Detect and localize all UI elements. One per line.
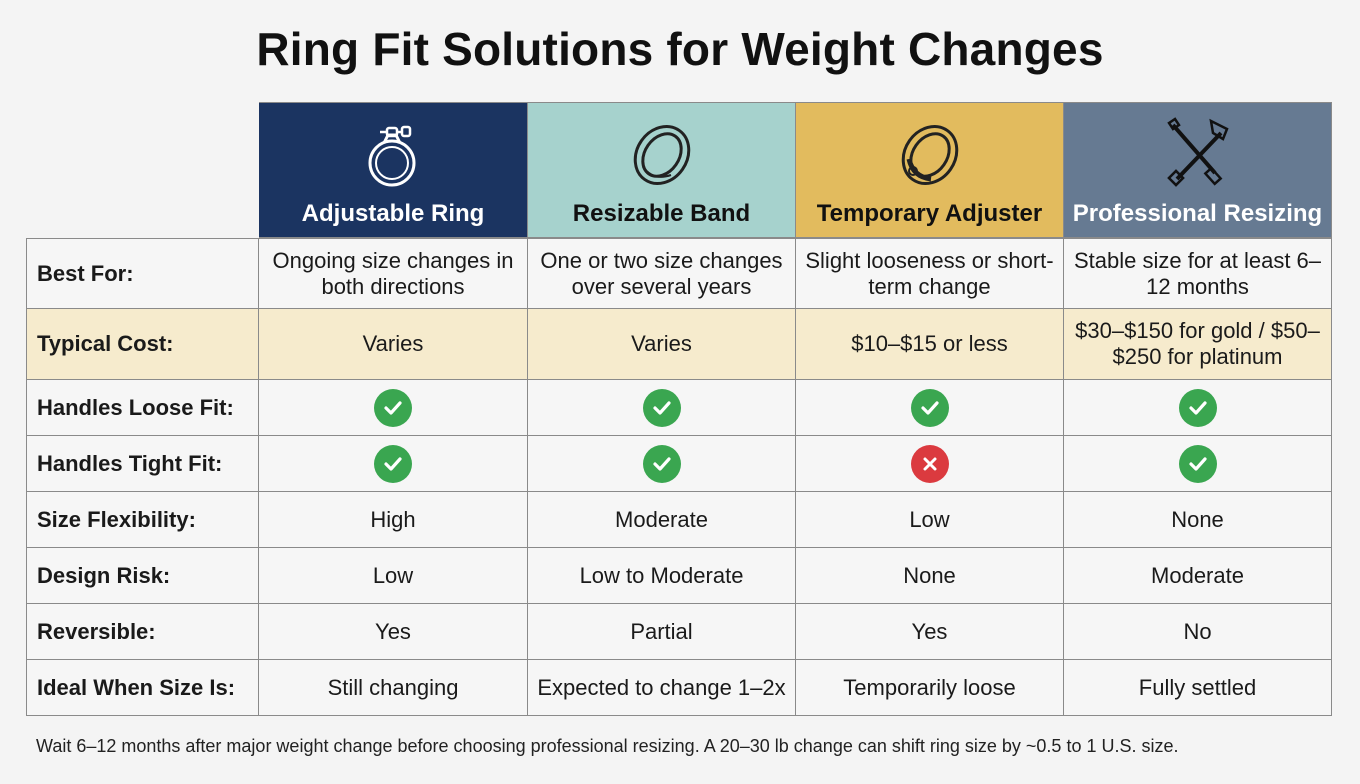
table-cell: Low to Moderate: [528, 548, 796, 604]
table-cell: Varies: [528, 309, 796, 380]
table-cell: Yes: [259, 604, 528, 660]
check-icon: [1178, 388, 1217, 427]
check-icon: [910, 388, 949, 427]
table-cell: Varies: [259, 309, 528, 380]
table-corner: [26, 102, 259, 238]
column-label: Professional Resizing: [1072, 200, 1323, 227]
column-label: Adjustable Ring: [301, 200, 485, 227]
page-title: Ring Fit Solutions for Weight Changes: [256, 23, 1104, 75]
comparison-table: Adjustable Ring Resizable Band Temporary…: [26, 102, 1332, 716]
table-cell: Moderate: [1064, 548, 1332, 604]
table-cell: Yes: [796, 604, 1064, 660]
table-cell: Expected to change 1–2x: [528, 660, 796, 716]
row-label-typical-cost: Typical Cost:: [26, 309, 259, 380]
table-cell: $30–$150 for gold / $50–$250 for platinu…: [1064, 309, 1332, 380]
table-cell: [796, 436, 1064, 492]
row-label-best-for: Best For:: [26, 238, 259, 309]
table-cell: One or two size changes over several yea…: [528, 238, 796, 309]
ring-adjuster-icon: [901, 125, 958, 185]
column-header-resizable-band: Resizable Band: [528, 102, 796, 238]
adjustable-ring-icon: [368, 125, 416, 187]
table-cell: Stable size for at least 6–12 months: [1064, 238, 1332, 309]
table-cell: [259, 380, 528, 436]
row-label-design-risk: Design Risk:: [26, 548, 259, 604]
check-icon: [642, 388, 681, 427]
table-cell: Partial: [528, 604, 796, 660]
table-cell: [528, 436, 796, 492]
table-cell: None: [1064, 492, 1332, 548]
check-icon: [642, 444, 681, 483]
row-label-size-flexibility: Size Flexibility:: [26, 492, 259, 548]
x-icon: [910, 444, 949, 483]
ring-band-icon: [633, 125, 690, 185]
column-header-temporary-adjuster: Temporary Adjuster: [796, 102, 1064, 238]
table-cell: Low: [259, 548, 528, 604]
column-label: Resizable Band: [572, 200, 751, 227]
table-cell: [1064, 380, 1332, 436]
table-cell: Moderate: [528, 492, 796, 548]
table-cell: [796, 380, 1064, 436]
row-label-handles-loose-fit: Handles Loose Fit:: [26, 380, 259, 436]
table-cell: High: [259, 492, 528, 548]
table-cell: Still changing: [259, 660, 528, 716]
table-cell: [528, 380, 796, 436]
column-label: Temporary Adjuster: [816, 200, 1043, 227]
column-header-adjustable-ring: Adjustable Ring: [259, 102, 528, 238]
table-cell: Ongoing size changes in both directions: [259, 238, 528, 309]
column-header-professional-resizing: Professional Resizing: [1064, 102, 1332, 238]
table-cell: None: [796, 548, 1064, 604]
check-icon: [1178, 444, 1217, 483]
row-label-reversible: Reversible:: [26, 604, 259, 660]
footnote: Wait 6–12 months after major weight chan…: [36, 736, 1179, 756]
check-icon: [374, 444, 412, 483]
table-cell: Fully settled: [1064, 660, 1332, 716]
table-cell: Temporarily loose: [796, 660, 1064, 716]
table-cell: Low: [796, 492, 1064, 548]
row-label-handles-tight-fit: Handles Tight Fit:: [26, 436, 259, 492]
table-cell: [259, 436, 528, 492]
table-cell: No: [1064, 604, 1332, 660]
table-cell: $10–$15 or less: [796, 309, 1064, 380]
tools-icon: [1166, 117, 1229, 187]
row-label-ideal-when-size-is: Ideal When Size Is:: [26, 660, 259, 716]
table-cell: [1064, 436, 1332, 492]
table-cell: Slight looseness or short-term change: [796, 238, 1064, 309]
check-icon: [374, 388, 412, 427]
